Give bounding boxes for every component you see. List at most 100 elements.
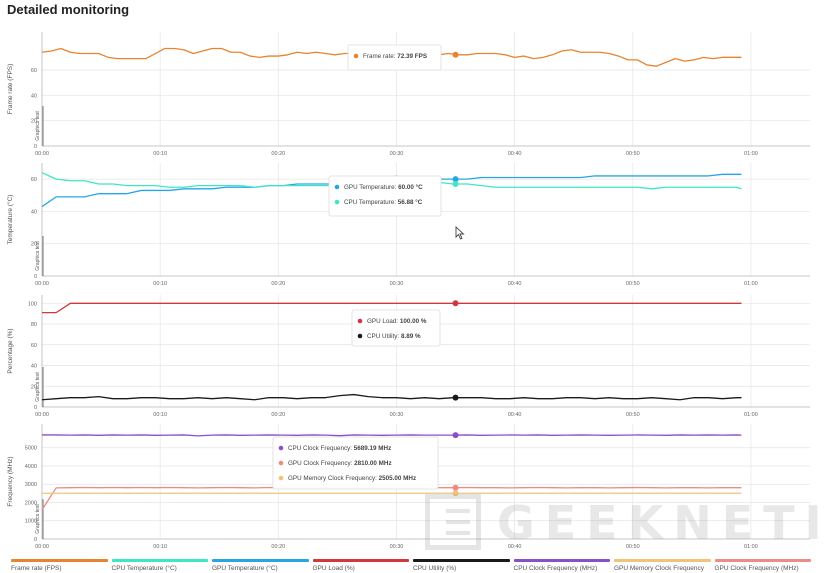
tooltip-value: 56.88 °C (398, 198, 423, 206)
chart-panel-2: 0 20 40 60 00:00 00:10 00:20 00:30 00:40 00:50 01:… (6, 163, 810, 287)
x-tick-label: 00:30 (390, 412, 404, 418)
tooltip: Frame rate: 72.39 FPS (347, 44, 442, 71)
legend-swatch (312, 559, 409, 562)
hover-point-gpu-temperature-c (452, 176, 459, 183)
y-tick-label: 60 (31, 68, 37, 74)
legend-item-gpu-temperature-c[interactable]: GPU Temperature (°C) (212, 559, 309, 572)
legend-swatch (111, 559, 208, 562)
hover-point-gpu-load (452, 300, 459, 307)
tooltip-label: CPU Temperature: (344, 199, 398, 206)
x-tick-label: 00:40 (508, 412, 522, 418)
legend-label: GPU Clock Frequency (MHz) (714, 565, 799, 572)
legend-item-gpu-clock-frequency-mhz[interactable]: GPU Clock Frequency (MHz) (714, 559, 811, 572)
legend-swatch (413, 559, 510, 562)
tooltip-box (351, 309, 441, 347)
legend-item-gpu-memory-clock-frequency[interactable]: GPU Memory Clock Frequency (614, 559, 711, 572)
y-tick-label: 0 (34, 405, 37, 411)
x-tick-label: 00:20 (271, 412, 285, 418)
y-tick-label: 20 (31, 242, 37, 248)
legend-label: GPU Temperature (°C) (212, 565, 278, 572)
y-tick-label: 60 (31, 343, 37, 349)
tooltip-entry: GPU Clock Frequency: 2810.00 MHz (288, 460, 392, 467)
legend-swatch (614, 559, 711, 562)
tooltip-dot (278, 445, 284, 451)
tooltip-entry: GPU Memory Clock Frequency: 2505.00 MHz (288, 475, 416, 482)
x-tick-label: 00:20 (271, 281, 285, 287)
x-tick-label: 00:40 (508, 281, 522, 287)
graphics-test-label: Graphics test (35, 504, 41, 534)
y-tick-label: 20 (31, 119, 37, 125)
tooltip-entry: CPU Clock Frequency: 5689.19 MHz (288, 445, 391, 452)
legend-item-cpu-utility[interactable]: CPU Utility (%) (413, 559, 510, 572)
x-tick-label: 00:00 (35, 412, 49, 418)
mouse-cursor-icon (455, 225, 465, 245)
y-tick-label: 0 (34, 274, 37, 280)
legend-item-cpu-temperature-c[interactable]: CPU Temperature (°C) (111, 559, 208, 572)
tooltip-entry: GPU Temperature: 60.00 °C (344, 183, 423, 191)
tooltip-value: 60.00 °C (398, 183, 423, 191)
graphics-test-label: Graphics test (35, 111, 41, 141)
tooltip-box (272, 436, 439, 490)
legend-label: CPU Utility (%) (413, 565, 457, 572)
hover-point-gpu-clock-frequency-mhz (452, 484, 459, 491)
x-tick-label: 00:50 (626, 412, 640, 418)
legend-label: CPU Clock Frequency (MHz) (513, 565, 598, 572)
x-tick-label: 00:00 (35, 544, 49, 550)
y-tick-label: 1000 (25, 519, 37, 525)
hover-point-cpu-temperature-c (452, 180, 459, 187)
tooltip-dot (334, 184, 340, 190)
x-tick-label: 00:00 (35, 281, 49, 287)
tooltip-dot (357, 318, 363, 324)
legend-label: GPU Load (%) (312, 565, 355, 572)
y-tick-label: 40 (31, 209, 37, 215)
x-tick-label: 00:30 (390, 281, 404, 287)
tooltip-entry: CPU Utility: 8.89 % (367, 333, 421, 340)
y-tick-label: 4000 (25, 464, 37, 470)
y-tick-label: 0 (34, 537, 37, 543)
tooltip-dot (353, 53, 359, 59)
legend-swatch (11, 559, 108, 562)
x-tick-label: 00:40 (508, 544, 522, 550)
series-line-gpu-clock-frequency-mhz (41, 486, 742, 511)
x-tick-label: 00:20 (271, 151, 285, 157)
x-tick-label: 00:10 (153, 412, 167, 418)
y-tick-label: 40 (31, 93, 37, 99)
legend-label: CPU Temperature (°C) (111, 565, 177, 572)
hover-point-cpu-utility (452, 394, 459, 401)
x-tick-label: 01:00 (744, 281, 758, 287)
tooltip-dot (334, 199, 340, 205)
chart-legend: Frame rate (FPS) CPU Temperature (°C) GPU … (0, 559, 829, 573)
tooltip-label: GPU Load: (367, 318, 400, 325)
tooltip-entry: GPU Load: 100.00 % (367, 318, 427, 325)
y-tick-label: 40 (31, 364, 37, 370)
y-axis-label: Temperature (°C) (6, 195, 14, 245)
x-tick-label: 00:40 (508, 151, 522, 157)
x-tick-label: 00:50 (626, 544, 640, 550)
legend-item-gpu-load[interactable]: GPU Load (%) (312, 559, 409, 572)
hover-point-frame-rate-fps (452, 51, 459, 58)
y-tick-label: 0 (34, 144, 37, 150)
tooltip-value: 2505.00 MHz (379, 475, 416, 482)
y-tick-label: 2000 (25, 500, 37, 506)
y-tick-label: 20 (31, 384, 37, 390)
y-tick-label: 5000 (25, 446, 37, 452)
legend-item-cpu-clock-frequency-mhz[interactable]: CPU Clock Frequency (MHz) (513, 559, 610, 572)
tooltip-label: Frame rate: (363, 53, 397, 60)
hover-point-gpu-memory-clock-frequency-mhz (452, 490, 459, 497)
x-tick-label: 00:10 (153, 544, 167, 550)
tooltip-box (328, 175, 442, 217)
tooltip-value: 100.00 % (400, 318, 427, 325)
page-title: Detailed monitoring (7, 2, 130, 17)
legend-label: Frame rate (FPS) (11, 565, 62, 572)
graphics-test-label: Graphics test (35, 372, 41, 402)
x-tick-label: 01:00 (744, 544, 758, 550)
tooltip-value: 8.89 % (401, 333, 421, 340)
x-tick-label: 00:30 (390, 151, 404, 157)
tooltip-entry: CPU Temperature: 56.88 °C (344, 198, 423, 206)
x-tick-label: 01:00 (744, 412, 758, 418)
y-axis-label: Percentage (%) (7, 328, 14, 373)
legend-swatch (714, 559, 811, 562)
legend-item-frame-rate-fps[interactable]: Frame rate (FPS) (11, 559, 108, 572)
legend-label: GPU Memory Clock Frequency (614, 565, 704, 572)
legend-swatch (513, 559, 610, 562)
